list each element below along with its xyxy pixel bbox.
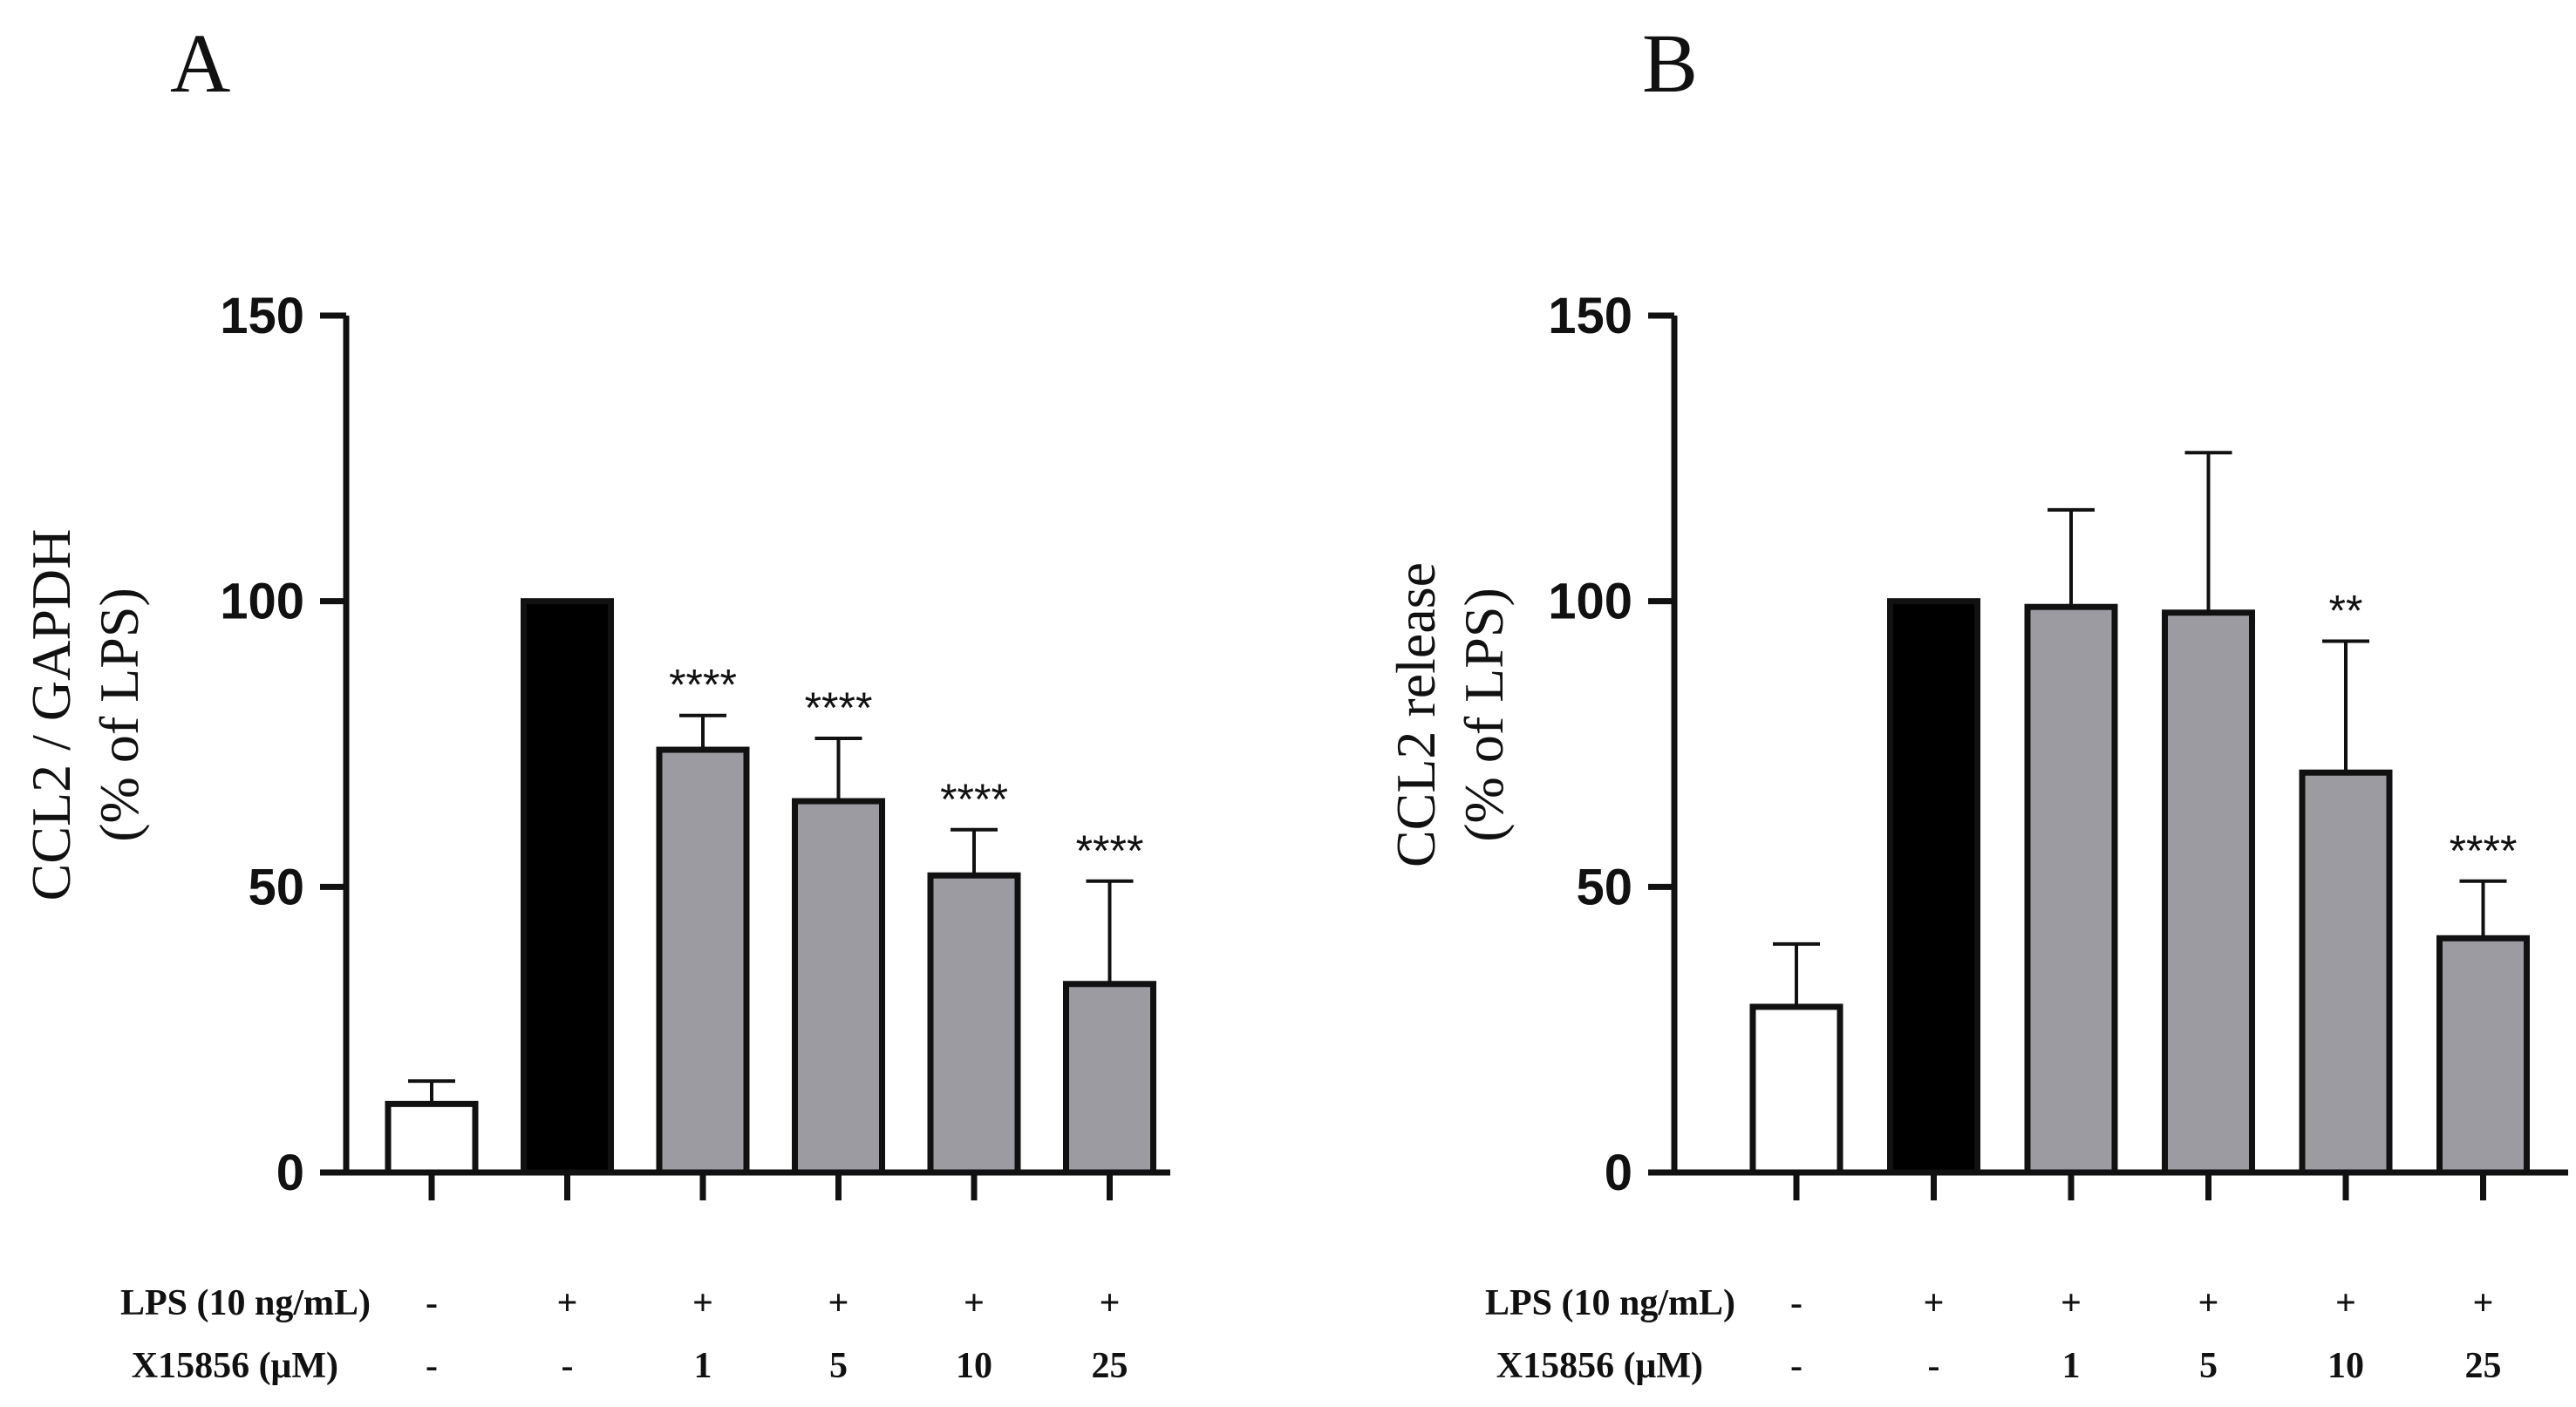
panel-a-ylabel-line1: CCL2 / GAPDH bbox=[20, 529, 82, 901]
panel-a-drug-condition: 5 bbox=[829, 1346, 848, 1386]
panel-a-bar bbox=[656, 746, 750, 1176]
panel-a-lps-condition: + bbox=[828, 1283, 849, 1323]
panel-b-lps-condition: - bbox=[1790, 1283, 1803, 1323]
panel-a-drug-condition: - bbox=[426, 1346, 438, 1386]
panel-a-drug-condition: - bbox=[562, 1346, 574, 1386]
panel-b-lps-condition: + bbox=[2335, 1283, 2356, 1323]
panel-b-plot: 0 50 100 150 - - + - +1 +5 ** +10 **** +25 bbox=[1548, 288, 2568, 1386]
panel-b-ylabel-line1: CCL2 release bbox=[1385, 562, 1447, 867]
panel-b-significance-label: ** bbox=[2329, 587, 2363, 636]
panel-b-bar bbox=[1749, 1003, 1843, 1176]
panel-b-significance-label: **** bbox=[2450, 826, 2518, 875]
panel-b-lps-condition: + bbox=[2198, 1283, 2219, 1323]
panel-a-lps-condition: + bbox=[964, 1283, 985, 1323]
panel-a-lps-row-label: LPS (10 ng/mL) bbox=[120, 1283, 371, 1323]
panel-b-bar bbox=[2299, 769, 2393, 1176]
panel-a-ytick-label: 0 bbox=[276, 1145, 304, 1201]
panel-b-bar bbox=[2436, 935, 2530, 1176]
panel-a-lps-condition: + bbox=[692, 1283, 713, 1323]
panel-a-ytick-label: 50 bbox=[248, 859, 304, 915]
panel-b-ytick-label: 0 bbox=[1605, 1145, 1632, 1201]
panel-a-bar bbox=[927, 872, 1021, 1176]
panel-a-drug-condition: 10 bbox=[956, 1346, 992, 1386]
panel-a-significance-label: **** bbox=[669, 661, 737, 710]
panel-a-bar bbox=[792, 798, 885, 1176]
panel-b-bar bbox=[2162, 609, 2255, 1176]
panel-b-ytick-label: 100 bbox=[1548, 574, 1632, 630]
panel-b-ytick-label: 150 bbox=[1548, 288, 1632, 344]
panel-b-lps-row-label: LPS (10 ng/mL) bbox=[1485, 1283, 1735, 1323]
panel-b-drug-condition: - bbox=[1790, 1346, 1803, 1386]
panel-a-ytick-label: 150 bbox=[220, 288, 304, 344]
panel-b-drug-condition: 10 bbox=[2327, 1346, 2364, 1386]
panel-a-lps-condition: + bbox=[557, 1283, 578, 1323]
panel-b-drug-row-label: X15856 (μM) bbox=[1496, 1346, 1703, 1386]
panel-a-drug-condition: 1 bbox=[694, 1346, 712, 1386]
panel-b-drug-condition: 1 bbox=[2062, 1346, 2081, 1386]
panel-a-ylabel-line2: (% of LPS) bbox=[88, 588, 150, 842]
panel-a-lps-condition: + bbox=[1100, 1283, 1121, 1323]
panel-a-bar bbox=[1063, 981, 1156, 1176]
panel-b-bar bbox=[1887, 598, 1980, 1176]
panel-a-bar bbox=[385, 1100, 479, 1176]
panel-a-letter: A bbox=[170, 17, 230, 110]
panel-b-bar bbox=[2024, 603, 2118, 1176]
panel-a-bar bbox=[521, 598, 614, 1176]
panel-b-ytick-label: 50 bbox=[1576, 859, 1632, 915]
panel-b-drug-condition: 25 bbox=[2465, 1346, 2502, 1386]
panel-a-drug-row-label: X15856 (μM) bbox=[132, 1346, 338, 1386]
panel-b-drug-condition: 5 bbox=[2199, 1346, 2218, 1386]
panel-b-letter: B bbox=[1642, 17, 1698, 110]
panel-a: A CCL2 / GAPDH (% of LPS) 0 50 100 150 - - + - *… bbox=[20, 17, 1170, 1386]
panel-a-significance-label: **** bbox=[940, 775, 1008, 824]
panel-b-ylabel-line2: (% of LPS) bbox=[1453, 588, 1515, 842]
panel-a-ytick-label: 100 bbox=[220, 574, 304, 630]
panel-a-drug-condition: 25 bbox=[1092, 1346, 1128, 1386]
panel-b-lps-condition: + bbox=[2061, 1283, 2082, 1323]
panel-b: B CCL2 release (% of LPS) 0 50 100 150 - - + - +… bbox=[1385, 17, 2568, 1386]
panel-a-plot: 0 50 100 150 - - + - **** +1 **** +5 **** +10 **** +25 bbox=[220, 288, 1170, 1386]
panel-a-lps-condition: - bbox=[426, 1283, 438, 1323]
panel-b-lps-condition: + bbox=[2473, 1283, 2494, 1323]
panel-b-drug-condition: - bbox=[1928, 1346, 1940, 1386]
panel-b-lps-condition: + bbox=[1924, 1283, 1945, 1323]
panel-a-significance-label: **** bbox=[805, 683, 873, 732]
panel-a-significance-label: **** bbox=[1076, 826, 1144, 875]
